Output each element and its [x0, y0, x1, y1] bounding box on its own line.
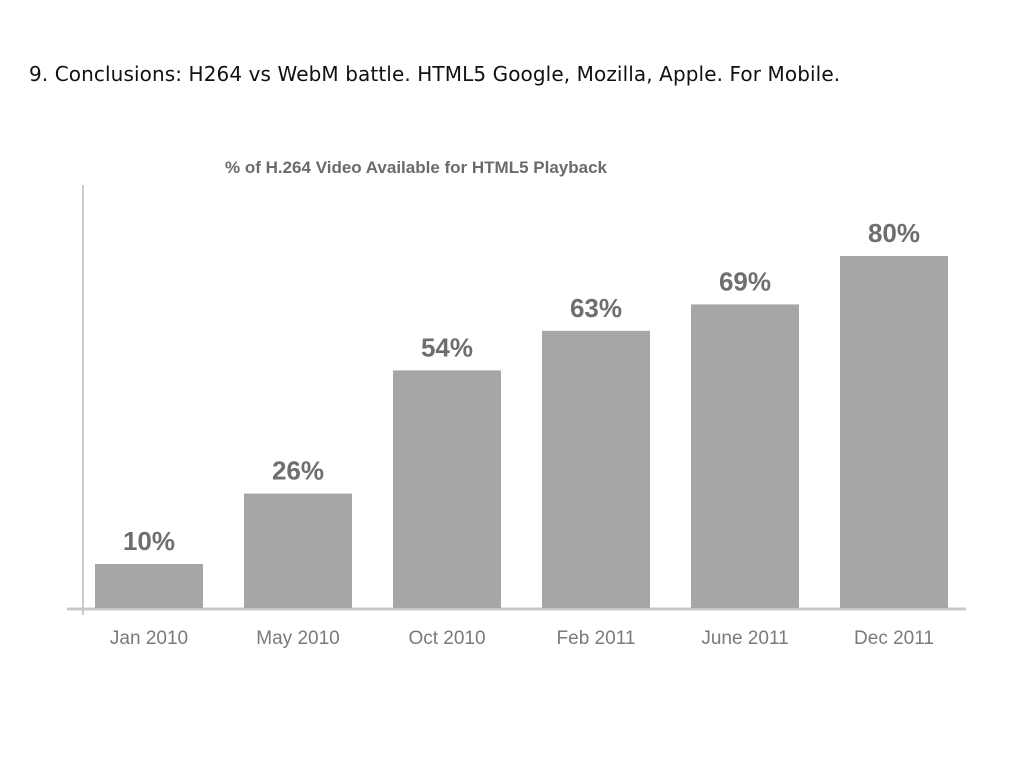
chart-title: % of H.264 Video Available for HTML5 Pla… — [225, 158, 608, 177]
x-tick-label: Jan 2010 — [110, 628, 188, 649]
bar-value-label: 63% — [570, 293, 622, 323]
slide-title: 9. Conclusions: H264 vs WebM battle. HTM… — [29, 62, 841, 86]
bar — [393, 370, 501, 608]
bar — [244, 493, 352, 608]
bar — [95, 564, 203, 608]
x-tick-label: May 2010 — [256, 628, 339, 649]
x-tick-label: Oct 2010 — [408, 628, 485, 649]
bar-value-label: 80% — [868, 218, 920, 248]
bars-group: 10% Jan 2010 26% May 2010 54% Oct 2010 63% Feb … — [95, 218, 948, 649]
x-tick-label: June 2011 — [701, 628, 788, 649]
bar-value-label: 26% — [272, 456, 324, 486]
x-tick-label: Dec 2011 — [854, 628, 934, 649]
x-tick-label: Feb 2011 — [557, 628, 636, 649]
bar — [691, 304, 799, 608]
bar — [542, 330, 650, 608]
bar — [840, 256, 948, 608]
bar-value-label: 69% — [719, 266, 771, 296]
bar-value-label: 54% — [421, 332, 473, 362]
bar-value-label: 10% — [123, 526, 175, 556]
